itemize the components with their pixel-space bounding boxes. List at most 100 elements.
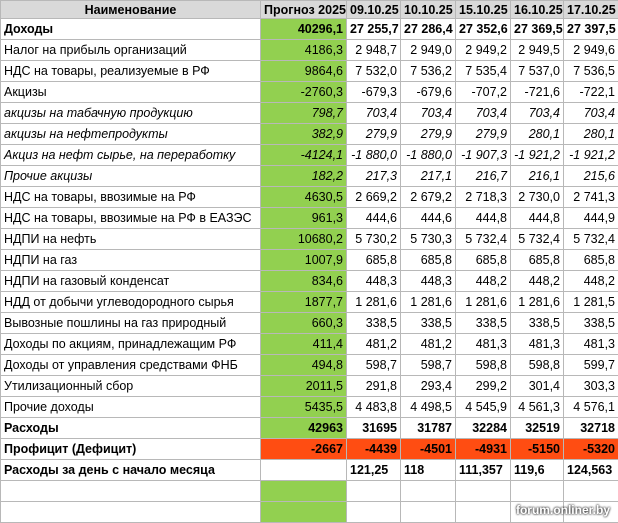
value-cell: 5 732,4 (511, 229, 564, 250)
empty-cell (401, 502, 456, 523)
value-cell: 301,4 (511, 376, 564, 397)
row-name: Расходы (1, 418, 261, 439)
value-cell: 1 281,6 (456, 292, 511, 313)
value-cell: 7 535,4 (456, 61, 511, 82)
value-cell: 32718 (564, 418, 618, 439)
value-cell: 299,2 (456, 376, 511, 397)
forecast-cell: 40296,1 (261, 19, 347, 40)
value-cell: 279,9 (456, 124, 511, 145)
empty-cell (511, 481, 564, 502)
row-name: НДС на товары, ввозимые на РФ (1, 187, 261, 208)
value-cell: 2 669,2 (347, 187, 401, 208)
value-cell: 685,8 (511, 250, 564, 271)
value-cell: 2 679,2 (401, 187, 456, 208)
row: Акцизы-2760,3-679,3-679,6-707,2-721,6-72… (1, 82, 618, 103)
value-cell: 444,8 (456, 208, 511, 229)
value-cell: -721,6 (511, 82, 564, 103)
value-cell: 598,7 (347, 355, 401, 376)
row-name: НДПИ на газ (1, 250, 261, 271)
value-cell: 5 732,4 (456, 229, 511, 250)
value-cell: 703,4 (347, 103, 401, 124)
value-cell: 448,3 (401, 271, 456, 292)
forecast-cell: 4186,3 (261, 40, 347, 61)
value-cell: 119,6 (511, 460, 564, 481)
value-cell: 703,4 (456, 103, 511, 124)
value-cell: 703,4 (401, 103, 456, 124)
value-cell: 5 730,3 (401, 229, 456, 250)
row-name: Прочие акцизы (1, 166, 261, 187)
header-cell: 10.10.25 (401, 1, 456, 19)
forecast-cell: 660,3 (261, 313, 347, 334)
row-name: Акциз на нефт сырье, на переработку (1, 145, 261, 166)
value-cell: 279,9 (347, 124, 401, 145)
forecast-cell: 2011,5 (261, 376, 347, 397)
row-name: Доходы от управления средствами ФНБ (1, 355, 261, 376)
value-cell: -1 880,0 (401, 145, 456, 166)
value-cell: 599,7 (564, 355, 618, 376)
forecast-cell: 9864,6 (261, 61, 347, 82)
empty-cell (1, 502, 261, 523)
value-cell: 31787 (401, 418, 456, 439)
forecast-cell: 1877,7 (261, 292, 347, 313)
row: Профицит (Дефицит)-2667-4439-4501-4931-5… (1, 439, 618, 460)
value-cell: 1 281,5 (564, 292, 618, 313)
value-cell: -1 921,2 (564, 145, 618, 166)
value-cell: -1 880,0 (347, 145, 401, 166)
value-cell: 1 281,6 (511, 292, 564, 313)
value-cell: -4439 (347, 439, 401, 460)
value-cell: 7 536,5 (564, 61, 618, 82)
value-cell: 7 532,0 (347, 61, 401, 82)
value-cell: 32284 (456, 418, 511, 439)
value-cell: 598,8 (456, 355, 511, 376)
value-cell: 685,8 (564, 250, 618, 271)
value-cell: 2 948,7 (347, 40, 401, 61)
forecast-cell: -2760,3 (261, 82, 347, 103)
value-cell: 4 561,3 (511, 397, 564, 418)
forecast-cell: 42963 (261, 418, 347, 439)
value-cell: 338,5 (511, 313, 564, 334)
value-cell: 2 949,2 (456, 40, 511, 61)
row-name: НДПИ на газовый конденсат (1, 271, 261, 292)
value-cell: 338,5 (564, 313, 618, 334)
row-name: Доходы по акциям, принадлежащим РФ (1, 334, 261, 355)
value-cell: 685,8 (347, 250, 401, 271)
value-cell: 338,5 (401, 313, 456, 334)
value-cell: 216,7 (456, 166, 511, 187)
forecast-cell: 834,6 (261, 271, 347, 292)
value-cell: -1 907,3 (456, 145, 511, 166)
value-cell: -1 921,2 (511, 145, 564, 166)
header-cell: Прогноз 2025 (261, 1, 347, 19)
empty-cell (401, 481, 456, 502)
forecast-cell: 4630,5 (261, 187, 347, 208)
value-cell: 1 281,6 (347, 292, 401, 313)
value-cell: 111,357 (456, 460, 511, 481)
empty-cell (347, 502, 401, 523)
value-cell: 685,8 (401, 250, 456, 271)
forecast-cell: -4124,1 (261, 145, 347, 166)
value-cell: 2 949,6 (564, 40, 618, 61)
value-cell: -5320 (564, 439, 618, 460)
empty-cell (347, 481, 401, 502)
forecast-cell: 798,7 (261, 103, 347, 124)
value-cell: 703,4 (564, 103, 618, 124)
forecast-cell: 382,9 (261, 124, 347, 145)
value-cell: 481,2 (347, 334, 401, 355)
empty-cell (261, 460, 347, 481)
value-cell: 121,25 (347, 460, 401, 481)
value-cell: 27 286,4 (401, 19, 456, 40)
value-cell: 4 576,1 (564, 397, 618, 418)
header-cell: 09.10.25 (347, 1, 401, 19)
value-cell: 280,1 (511, 124, 564, 145)
value-cell: 598,7 (401, 355, 456, 376)
value-cell: 338,5 (456, 313, 511, 334)
